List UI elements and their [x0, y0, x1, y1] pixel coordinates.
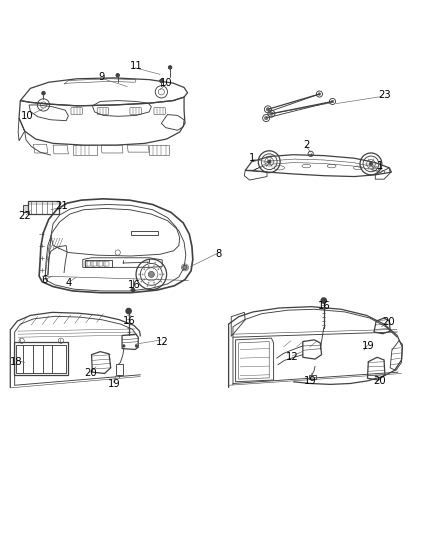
Text: 11: 11: [130, 61, 142, 71]
Text: 10: 10: [21, 111, 33, 121]
Text: 23: 23: [378, 91, 391, 100]
Circle shape: [138, 273, 140, 275]
Text: 19: 19: [304, 376, 317, 386]
Circle shape: [159, 79, 163, 83]
Circle shape: [183, 265, 187, 270]
Text: 10: 10: [160, 78, 173, 88]
Text: 1: 1: [248, 153, 255, 163]
Text: 6: 6: [41, 276, 48, 286]
Text: 9: 9: [98, 71, 104, 82]
Text: 16: 16: [123, 316, 136, 326]
Text: 1: 1: [378, 161, 384, 171]
Text: 16: 16: [127, 280, 140, 290]
Text: 2: 2: [303, 140, 310, 150]
Circle shape: [153, 282, 155, 284]
Circle shape: [143, 279, 145, 280]
Circle shape: [265, 116, 268, 120]
Circle shape: [154, 285, 156, 287]
Circle shape: [160, 281, 162, 282]
Circle shape: [162, 273, 164, 275]
Circle shape: [318, 93, 321, 95]
Circle shape: [158, 279, 159, 280]
Circle shape: [123, 345, 125, 348]
Text: 20: 20: [382, 317, 395, 327]
Circle shape: [160, 266, 162, 268]
Circle shape: [147, 262, 148, 264]
Circle shape: [143, 268, 145, 270]
Circle shape: [148, 282, 149, 284]
Circle shape: [369, 162, 373, 166]
Circle shape: [148, 265, 149, 267]
Circle shape: [131, 288, 135, 292]
Circle shape: [148, 271, 154, 277]
Circle shape: [116, 74, 120, 77]
Circle shape: [141, 281, 142, 282]
Circle shape: [321, 298, 326, 303]
Text: 12: 12: [286, 352, 299, 362]
Text: 20: 20: [373, 376, 386, 386]
Circle shape: [142, 273, 144, 275]
Circle shape: [268, 160, 271, 164]
Circle shape: [135, 345, 138, 348]
Circle shape: [158, 268, 159, 270]
Circle shape: [147, 285, 148, 287]
Circle shape: [270, 112, 273, 116]
Circle shape: [168, 66, 172, 69]
Text: 19: 19: [362, 341, 374, 351]
Circle shape: [159, 273, 161, 275]
Text: 4: 4: [65, 278, 71, 288]
Circle shape: [154, 262, 156, 264]
Circle shape: [42, 92, 45, 95]
Circle shape: [266, 108, 270, 111]
Text: 12: 12: [156, 337, 169, 346]
Text: 18: 18: [10, 357, 22, 367]
Circle shape: [153, 265, 155, 267]
Text: 22: 22: [18, 211, 31, 221]
Text: 16: 16: [318, 301, 331, 311]
Text: 20: 20: [84, 368, 96, 378]
Text: 21: 21: [56, 201, 68, 211]
Circle shape: [141, 266, 142, 268]
Text: 19: 19: [108, 378, 120, 389]
Text: 8: 8: [216, 249, 222, 259]
Circle shape: [126, 309, 131, 313]
Circle shape: [331, 100, 334, 103]
